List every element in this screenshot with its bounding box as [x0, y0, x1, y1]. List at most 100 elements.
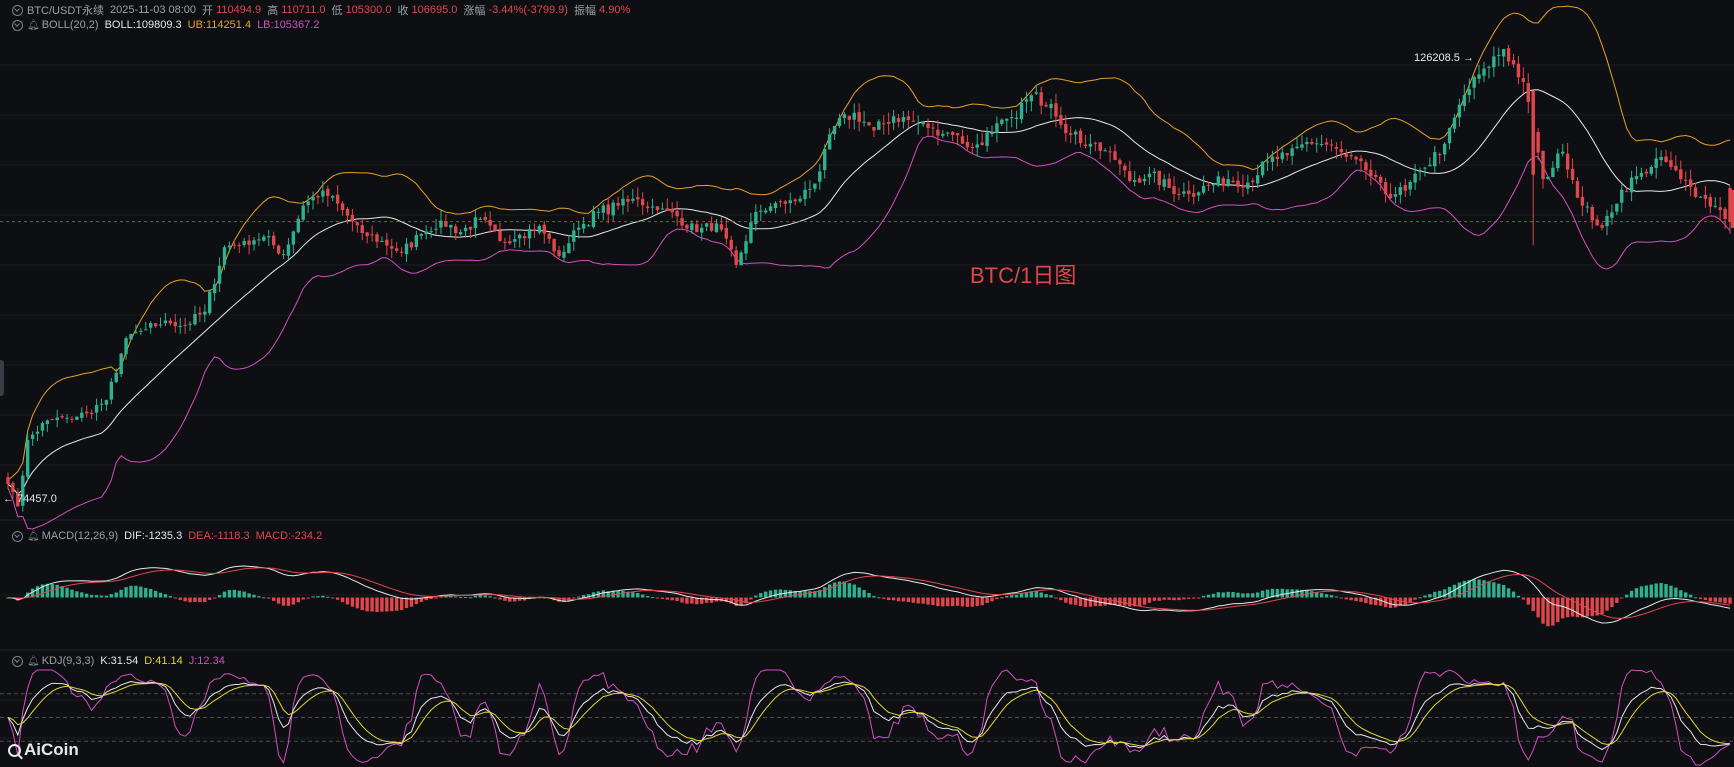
macd-histogram-bar [458, 597, 463, 599]
candle-body [700, 227, 704, 233]
candle-body [208, 291, 212, 314]
left-scroll-handle[interactable] [0, 360, 4, 396]
candle-body [1487, 66, 1491, 68]
candle-body [1393, 194, 1398, 197]
macd-histogram-bar [1403, 597, 1407, 605]
candle-body [178, 325, 182, 327]
candle-body [562, 251, 566, 258]
macd-histogram-bar [139, 586, 143, 598]
collapse-icon[interactable] [12, 4, 23, 16]
collapse-icon[interactable] [12, 19, 23, 31]
macd-histogram-bar [1605, 597, 1609, 611]
kdj-k-line [7, 680, 1731, 751]
candle-body [1442, 143, 1447, 155]
macd-histogram-bar [896, 597, 901, 602]
macd-histogram-bar [1324, 594, 1329, 598]
boll-upper-band [7, 5, 1731, 481]
price-axis-handle[interactable] [1731, 190, 1734, 228]
candle-body [847, 115, 852, 120]
macd-histogram-bar [1088, 597, 1093, 607]
candle-body [823, 148, 827, 171]
macd-histogram-bar [941, 597, 945, 607]
candle-body [734, 250, 738, 265]
collapse-icon[interactable] [12, 530, 23, 542]
candle-body [1255, 175, 1260, 184]
candle-body [1728, 187, 1732, 222]
candle-body [1378, 176, 1383, 183]
candle-body [247, 240, 251, 245]
macd-histogram-bar [291, 597, 296, 605]
candle-body [1664, 156, 1668, 162]
macd-histogram-bar [1167, 597, 1171, 600]
macd-histogram-bar [1344, 597, 1348, 600]
macd-histogram-bar [1083, 597, 1088, 607]
macd-histogram-bar [773, 589, 778, 598]
candle-body [1433, 152, 1437, 167]
macd-histogram-bar [454, 596, 458, 598]
candle-body [1565, 153, 1570, 170]
alert-bell-icon[interactable]: 🔔︎ [27, 530, 40, 542]
candle-body [675, 210, 679, 217]
macd-histogram-bar [1157, 597, 1161, 601]
macd-histogram-bar [1295, 589, 1299, 598]
macd-histogram-bar [1511, 591, 1516, 598]
candle-body [183, 324, 187, 326]
candle-body [916, 123, 920, 125]
candle-body [153, 323, 158, 327]
kdj-name[interactable]: KDJ(9,3,3) [41, 655, 95, 667]
macd-histogram-bar [1487, 581, 1491, 598]
alert-bell-icon[interactable]: 🔔︎ [27, 655, 40, 667]
candle-body [75, 416, 79, 420]
candle-body [1639, 172, 1644, 177]
macd-histogram-bar [1359, 597, 1363, 602]
candle-body [827, 134, 832, 150]
candle-body [685, 224, 689, 229]
macd-name[interactable]: MACD(12,26,9) [41, 530, 119, 542]
candle-body [739, 252, 743, 266]
macd-histogram-bar [208, 597, 212, 600]
macd-histogram-bar [1226, 591, 1230, 598]
candle-body [1014, 117, 1019, 120]
candle-body [399, 251, 404, 253]
candle-body [1221, 178, 1225, 186]
candle-body [1132, 180, 1137, 182]
candle-body [1501, 49, 1506, 57]
macd-histogram-bar [1497, 583, 1501, 598]
alert-bell-icon[interactable]: 🔔︎ [27, 19, 40, 31]
candle-body [1000, 119, 1004, 124]
macd-histogram-bar [1649, 584, 1653, 598]
macd-histogram-bar [1329, 595, 1334, 598]
candle-body [188, 323, 192, 325]
candle-body [852, 112, 856, 120]
candle-body [1354, 156, 1358, 160]
macd-histogram-bar [1541, 597, 1545, 624]
candle-body [271, 235, 276, 246]
macd-dif-line [7, 565, 1731, 624]
candle-body [1078, 130, 1083, 144]
macd-histogram-bar [1664, 583, 1668, 598]
macd-histogram-bar [990, 597, 994, 602]
candle-body [955, 133, 960, 136]
macd-histogram-bar [1570, 597, 1575, 617]
candle-body [493, 224, 497, 231]
candle-body [80, 412, 84, 418]
candle-body [478, 218, 483, 220]
candle-body [1477, 74, 1481, 79]
macd-histogram-bar [1216, 592, 1221, 598]
macd-histogram-bar [1319, 593, 1324, 598]
candle-body [429, 231, 433, 233]
macd-histogram-bar [1315, 592, 1319, 598]
candle-body [1029, 95, 1034, 102]
candle-body [552, 238, 556, 252]
candle-body [1516, 63, 1521, 78]
candle-body [557, 250, 561, 257]
logo-icon [8, 743, 21, 757]
candle-body [1551, 167, 1555, 178]
macd-histogram-bar [178, 597, 182, 600]
macd-histogram-bar [50, 584, 54, 598]
candle-body [70, 418, 74, 420]
collapse-icon[interactable] [12, 655, 23, 667]
boll-name[interactable]: BOLL(20,2) [41, 19, 99, 31]
macd-histogram-bar [591, 592, 596, 598]
